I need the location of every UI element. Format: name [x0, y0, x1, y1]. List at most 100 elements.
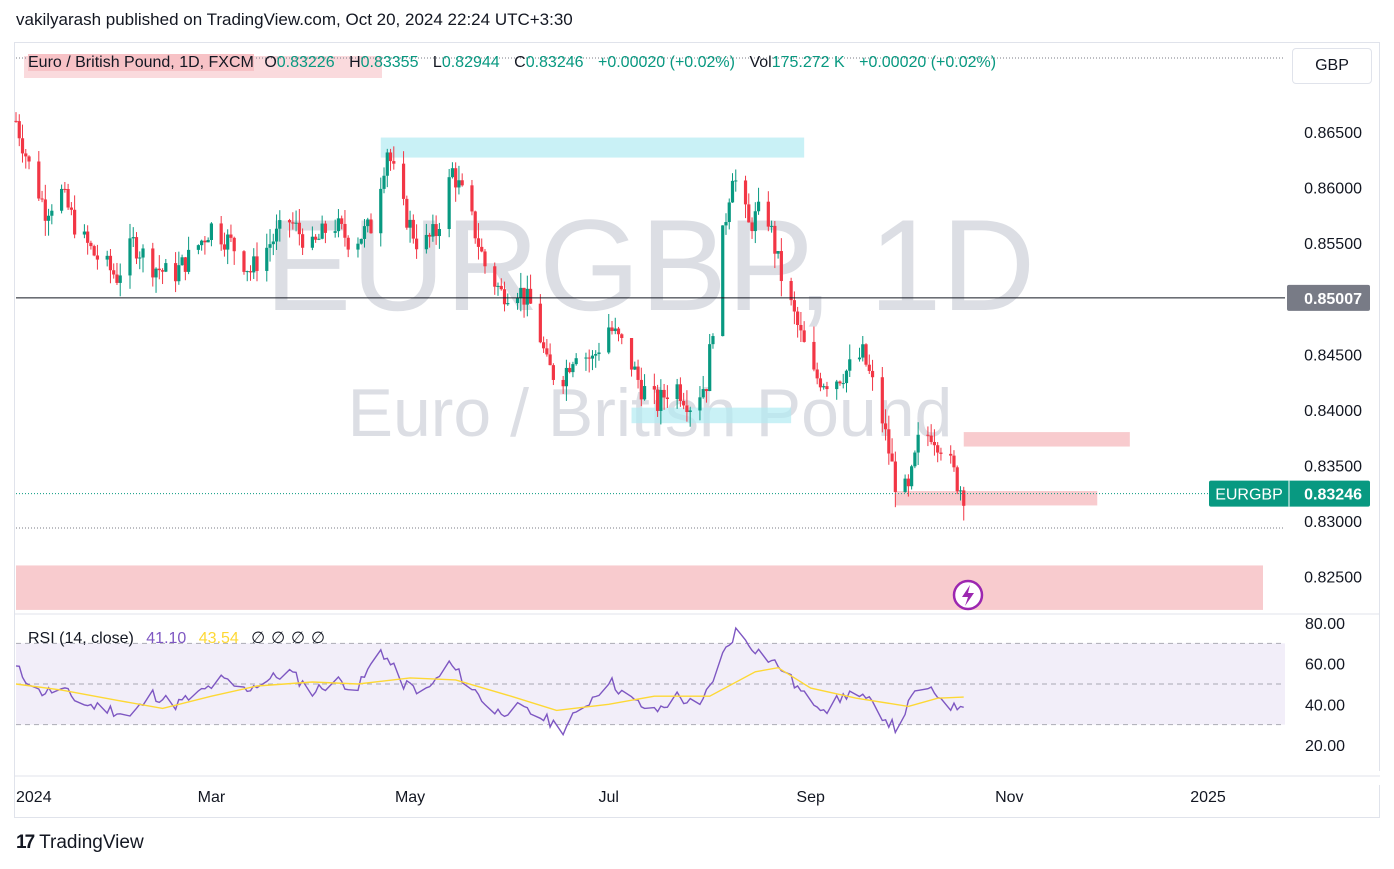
candle-body: [502, 289, 507, 305]
candle: [958, 486, 963, 501]
candle: [779, 238, 783, 297]
candle: [711, 333, 715, 349]
candle-body: [294, 222, 298, 224]
candle: [340, 215, 344, 230]
candle-body: [362, 226, 367, 239]
candle-body: [379, 188, 383, 234]
candle-body: [336, 218, 341, 232]
candle: [428, 232, 432, 248]
candle: [154, 267, 158, 293]
chart-frame[interactable]: [14, 42, 1380, 818]
candle: [584, 352, 588, 371]
price-tick-label: 0.83000: [1304, 514, 1362, 531]
candle-body: [255, 256, 259, 271]
candle-body: [835, 381, 839, 390]
candle-body: [799, 324, 803, 331]
candle: [659, 379, 663, 425]
candle-body: [287, 220, 292, 223]
candle: [675, 378, 679, 409]
candle: [613, 317, 617, 335]
candle-body: [743, 180, 748, 205]
brand[interactable]: 17 TradingView: [16, 832, 144, 854]
candle: [242, 250, 246, 275]
candle: [812, 326, 816, 372]
legend-o-label: O: [264, 54, 277, 71]
candle: [818, 372, 823, 392]
publisher-line: vakilyarash published on TradingView.com…: [16, 10, 573, 29]
candle: [688, 406, 692, 427]
legend-l-label: L: [432, 54, 442, 71]
candle-body: [82, 231, 86, 235]
candle: [69, 202, 73, 216]
candle: [95, 244, 100, 270]
candle-body: [522, 287, 526, 305]
candle: [551, 363, 555, 386]
zone-blue-0: [380, 137, 805, 158]
time-axis[interactable]: 2024 Mar May Jul Sep Nov 2025: [14, 775, 1380, 806]
candle-body: [568, 367, 572, 373]
candle-body: [675, 384, 679, 400]
candle: [450, 162, 455, 179]
candle: [271, 233, 275, 256]
currency-button[interactable]: GBP: [1292, 48, 1372, 84]
candle: [880, 366, 884, 433]
time-tick-label: May: [395, 789, 425, 806]
candle-body: [652, 386, 656, 390]
price-legend: Euro / British Pound, 1D, FXCM O0.83226 …: [28, 54, 1006, 72]
rsi-tick-label: 60.00: [1305, 657, 1345, 674]
price-axis[interactable]: 0.86500 0.86000 0.85500 0.84500 0.84000 0.835…: [1209, 125, 1370, 587]
candle-body: [128, 238, 132, 276]
candle: [105, 250, 109, 267]
candle-body: [245, 271, 249, 273]
candle-body: [822, 386, 826, 388]
candle-body: [46, 215, 51, 221]
candle-body: [382, 175, 386, 189]
candle-body: [525, 288, 529, 305]
candle-body: [838, 381, 842, 384]
candle-body: [356, 243, 360, 250]
candle: [431, 214, 435, 242]
candle-body: [320, 223, 324, 239]
candle-body: [226, 234, 230, 250]
watermark-symbol: EURGBP, 1D: [265, 192, 1036, 338]
candle-body: [678, 384, 682, 401]
candle: [131, 227, 135, 247]
candle-body: [538, 303, 542, 343]
candle-body: [366, 219, 370, 227]
candle-body: [773, 225, 777, 254]
candle-body: [636, 366, 640, 380]
candle-body: [460, 180, 464, 186]
candle: [265, 233, 269, 282]
candle: [476, 223, 481, 260]
candle: [66, 183, 70, 210]
candle-body: [424, 234, 428, 250]
candle: [457, 165, 461, 195]
rsi-tick-label: 20.00: [1305, 738, 1345, 755]
candle-body: [401, 163, 406, 199]
candle-body: [848, 359, 852, 371]
candle: [414, 224, 419, 259]
candle-body: [183, 257, 187, 272]
candle: [620, 333, 624, 345]
candle: [502, 281, 507, 312]
candle: [40, 190, 44, 203]
candle-body: [864, 344, 868, 365]
rsi-pane[interactable]: 80.00 60.00 40.00 20.00: [15, 616, 1380, 785]
flash-icon[interactable]: [952, 579, 984, 611]
candle: [792, 291, 796, 325]
candle: [46, 208, 51, 236]
candle: [255, 242, 259, 282]
candle: [268, 229, 272, 262]
candle: [932, 429, 937, 456]
candle: [750, 217, 754, 239]
rsi-tick-label: 80.00: [1305, 616, 1345, 633]
candle-body: [17, 121, 21, 139]
candle: [753, 202, 757, 244]
candle-body: [457, 180, 461, 188]
candle: [196, 244, 200, 255]
candle: [405, 195, 409, 230]
candle: [655, 384, 660, 417]
candle: [43, 184, 47, 236]
candle-body: [209, 223, 214, 240]
